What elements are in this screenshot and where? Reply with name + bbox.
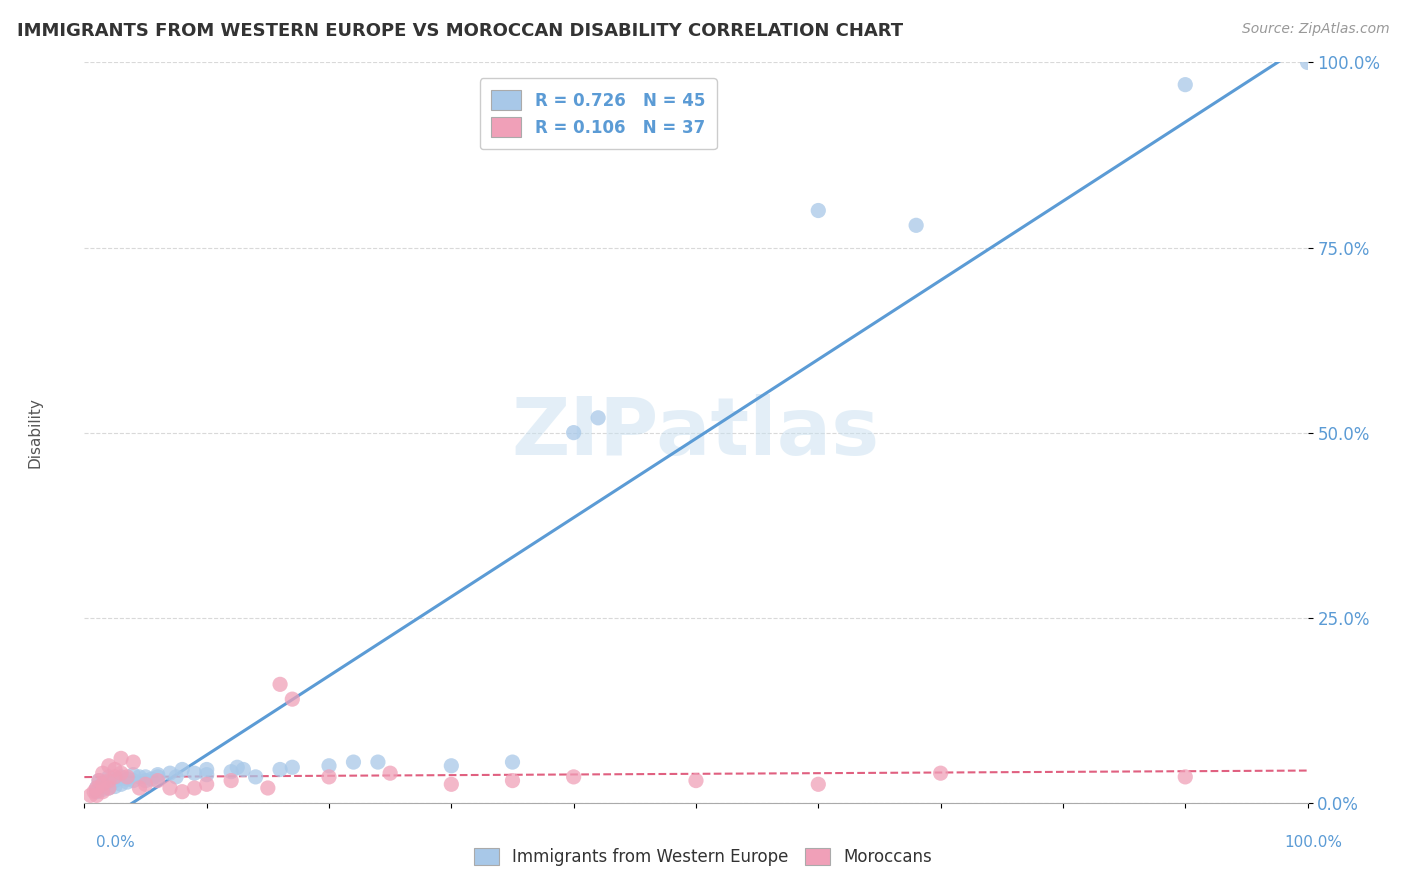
Point: [122, 755, 145, 769]
Point: [110, 751, 132, 765]
Point: [104, 773, 127, 788]
Point: [146, 773, 169, 788]
Point: [135, 773, 157, 788]
Point: [183, 780, 205, 795]
Point: [141, 772, 163, 786]
Point: [97, 780, 120, 795]
Point: [269, 677, 291, 691]
Point: [219, 773, 242, 788]
Point: [159, 780, 181, 795]
Point: [905, 219, 928, 233]
Point: [183, 766, 205, 780]
Point: [269, 763, 291, 777]
Point: [91, 777, 114, 791]
Point: [146, 767, 169, 781]
Point: [115, 770, 138, 784]
Point: [226, 760, 249, 774]
Point: [91, 785, 114, 799]
Point: [232, 763, 254, 777]
Point: [159, 766, 181, 780]
Point: [440, 758, 463, 772]
Point: [97, 758, 120, 772]
Point: [110, 777, 132, 791]
Text: 100.0%: 100.0%: [1285, 836, 1343, 850]
Legend: R = 0.726   N = 45, R = 0.106   N = 37: R = 0.726 N = 45, R = 0.106 N = 37: [479, 78, 717, 149]
Legend: Immigrants from Western Europe, Moroccans: Immigrants from Western Europe, Moroccan…: [465, 840, 941, 875]
Point: [86, 785, 108, 799]
Point: [115, 772, 138, 786]
Point: [807, 777, 830, 791]
Point: [195, 777, 218, 791]
Point: [172, 763, 194, 777]
Text: 0.0%: 0.0%: [96, 836, 135, 850]
Point: [104, 770, 127, 784]
Point: [1174, 78, 1197, 92]
Point: [586, 410, 609, 425]
Point: [115, 775, 138, 789]
Point: [440, 777, 463, 791]
Point: [1174, 770, 1197, 784]
Point: [380, 766, 402, 780]
Text: Source: ZipAtlas.com: Source: ZipAtlas.com: [1241, 22, 1389, 37]
Point: [110, 770, 132, 784]
Point: [97, 775, 120, 789]
Point: [91, 782, 114, 797]
Point: [83, 785, 105, 799]
Point: [122, 767, 145, 781]
Point: [502, 755, 524, 769]
Point: [87, 773, 110, 788]
Point: [685, 773, 707, 788]
Point: [86, 789, 108, 803]
Point: [367, 755, 389, 769]
Point: [97, 780, 120, 795]
Point: [104, 763, 127, 777]
Point: [318, 770, 340, 784]
Point: [1296, 55, 1319, 70]
Point: [135, 777, 157, 791]
Point: [91, 766, 114, 780]
Point: [86, 780, 108, 795]
Point: [87, 773, 110, 788]
Point: [110, 766, 132, 780]
Point: [86, 780, 108, 795]
Point: [97, 770, 120, 784]
Point: [91, 777, 114, 791]
Point: [128, 780, 150, 795]
Point: [318, 758, 340, 772]
Point: [172, 785, 194, 799]
Point: [562, 770, 585, 784]
Point: [146, 770, 169, 784]
Point: [257, 780, 280, 795]
Point: [502, 773, 524, 788]
Point: [195, 767, 218, 781]
Text: ZIPatlas: ZIPatlas: [512, 393, 880, 472]
Point: [128, 770, 150, 784]
Point: [79, 789, 101, 803]
Point: [195, 763, 218, 777]
Point: [929, 766, 952, 780]
Point: [281, 692, 304, 706]
Point: [135, 770, 157, 784]
Point: [219, 764, 242, 779]
Point: [807, 203, 830, 218]
Point: [245, 770, 267, 784]
Point: [122, 773, 145, 788]
Text: IMMIGRANTS FROM WESTERN EUROPE VS MOROCCAN DISABILITY CORRELATION CHART: IMMIGRANTS FROM WESTERN EUROPE VS MOROCC…: [17, 22, 903, 40]
Point: [104, 780, 127, 794]
Point: [165, 770, 187, 784]
Point: [97, 773, 120, 788]
Point: [562, 425, 585, 440]
Point: [342, 755, 364, 769]
Text: Disability: Disability: [28, 397, 44, 468]
Point: [281, 760, 304, 774]
